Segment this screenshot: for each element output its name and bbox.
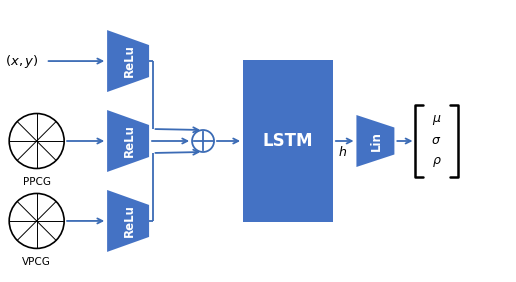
- Polygon shape: [107, 30, 149, 92]
- Text: $\mu$: $\mu$: [432, 113, 441, 127]
- Text: $h$: $h$: [337, 145, 347, 159]
- Circle shape: [192, 130, 214, 152]
- Text: ReLu: ReLu: [123, 125, 136, 157]
- Polygon shape: [357, 115, 394, 167]
- Text: ReLu: ReLu: [123, 45, 136, 78]
- Polygon shape: [107, 110, 149, 172]
- Text: ReLu: ReLu: [123, 204, 136, 237]
- Text: $\rho$: $\rho$: [432, 155, 442, 169]
- Text: Lin: Lin: [370, 131, 383, 151]
- Text: LSTM: LSTM: [263, 132, 313, 150]
- Text: VPCG: VPCG: [22, 257, 51, 267]
- Circle shape: [9, 193, 64, 248]
- Polygon shape: [107, 190, 149, 252]
- Circle shape: [9, 114, 64, 168]
- Text: $\sigma$: $\sigma$: [431, 135, 442, 147]
- Text: PPCG: PPCG: [23, 177, 51, 187]
- FancyBboxPatch shape: [243, 60, 333, 222]
- Text: $(x, y)$: $(x, y)$: [5, 52, 38, 70]
